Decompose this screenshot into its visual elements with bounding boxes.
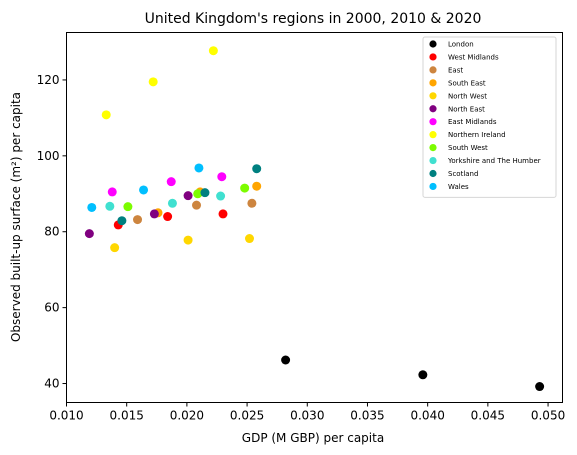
y-tick-label: 60 [44,301,59,315]
legend-marker [429,156,437,165]
data-point [167,198,177,208]
x-tick-label: 0.030 [290,409,324,423]
data-point [148,77,158,87]
legend-label: Wales [448,183,469,191]
x-tick-label: 0.015 [110,409,144,423]
y-tick-label: 120 [37,73,60,87]
x-axis: 0.010 0.015 0.020 0.025 0.030 0.035 0.040 0.045… [49,402,565,423]
data-point [123,202,133,212]
data-point [133,215,143,225]
data-point [139,185,149,195]
data-point [101,110,111,120]
data-point [84,229,94,239]
x-axis-title: GDP (M GBP) per capita [242,431,384,445]
data-point [183,191,193,201]
legend-label: Yorkshire and The Humber [447,157,541,165]
data-point [418,370,428,380]
y-axis: 40 60 80 100 120 [37,73,67,391]
data-point [218,209,228,219]
data-point [216,191,226,201]
legend-marker [429,118,437,126]
x-tick-label: 0.020 [170,409,204,423]
data-point [247,198,257,208]
data-point [163,212,173,222]
legend-label: South East [448,79,486,87]
legend-label: London [448,41,474,49]
legend-label: Scotland [448,170,478,178]
legend-marker [429,92,437,100]
data-point [208,46,218,56]
data-point [107,187,117,197]
y-tick-label: 80 [44,225,59,239]
data-point [252,181,262,191]
legend-marker [429,105,437,113]
legend-label: North West [448,92,487,100]
x-tick-label: 0.040 [410,409,444,423]
data-point [192,200,202,210]
legend-marker [429,182,437,191]
data-point [252,164,262,174]
legend-marker [429,79,437,87]
data-point [117,216,127,226]
legend-marker [429,169,437,178]
legend: London West Midlands East South East North W… [422,36,557,198]
data-point [183,235,193,245]
legend-marker [429,131,437,139]
y-axis-title: Observed built-up surface (m²) per capit… [9,92,23,342]
chart-title: United Kingdom's regions in 2000, 2010 &… [145,11,482,27]
legend-marker [429,66,437,74]
x-tick-label: 0.010 [49,409,83,423]
data-point [535,382,545,392]
x-tick-label: 0.050 [531,409,565,423]
legend-box [422,36,557,198]
data-point [105,201,115,211]
data-point [193,189,203,199]
plot-area [66,32,563,403]
legend-marker [429,53,437,61]
legend-label: Northern Ireland [448,131,506,139]
data-point [149,209,159,219]
data-point [166,177,176,187]
x-tick-label: 0.035 [350,409,384,423]
x-tick-label: 0.045 [471,409,505,423]
legend-label: North East [448,105,485,113]
data-point [217,172,227,182]
legend-label: West Midlands [448,53,499,61]
data-point [200,188,210,198]
data-point [194,163,204,173]
data-point [244,234,254,244]
legend-label: East Midlands [448,118,497,126]
legend-marker [429,144,437,152]
data-point [281,355,291,365]
y-tick-label: 100 [37,149,60,163]
legend-label: South West [448,144,488,152]
legend-marker [429,40,437,48]
data-points [84,46,545,392]
data-point [87,202,97,212]
data-point [240,183,250,193]
legend-label: East [448,66,463,74]
x-tick-label: 0.025 [230,409,264,423]
y-tick-label: 40 [44,377,59,391]
data-point [110,243,120,253]
